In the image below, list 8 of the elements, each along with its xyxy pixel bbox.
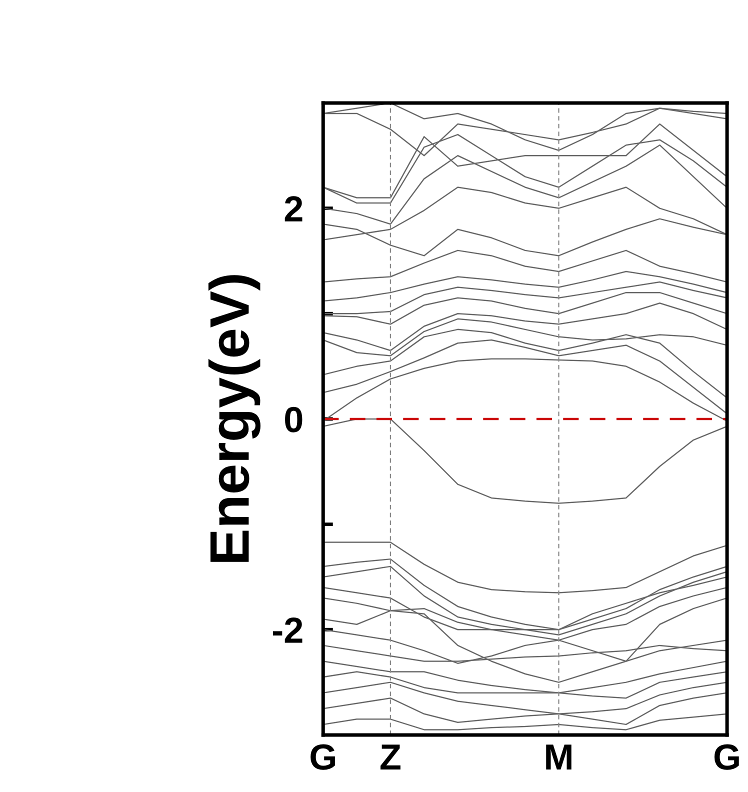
y-tick-label: -2: [272, 618, 302, 643]
x-tick-label: G: [310, 744, 335, 770]
x-tick-label: Z: [380, 744, 400, 770]
x-tick-label: G: [714, 744, 739, 770]
y-axis-title: Energy(eV): [208, 275, 260, 562]
x-tick-label: M: [546, 744, 572, 770]
y-tick-label: 2: [284, 196, 302, 222]
y-tick-label: 0: [285, 406, 302, 432]
